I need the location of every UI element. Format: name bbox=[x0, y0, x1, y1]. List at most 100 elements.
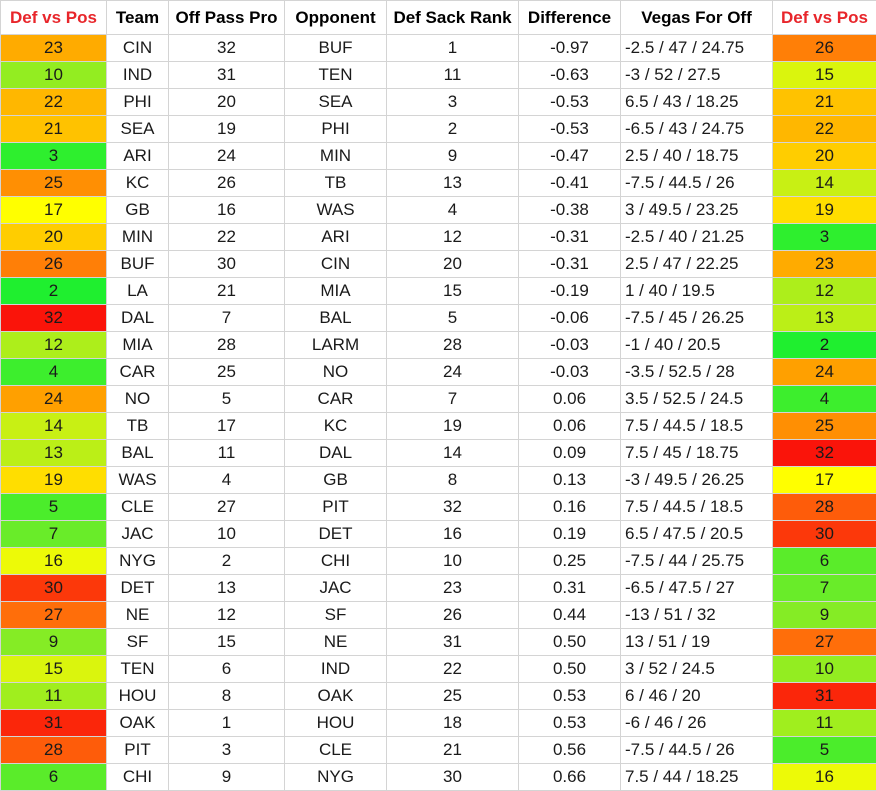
cell-off-pass-pro[interactable]: 2 bbox=[168, 547, 285, 575]
cell-team[interactable]: WAS bbox=[106, 466, 169, 494]
cell-opponent[interactable]: CIN bbox=[284, 250, 387, 278]
cell-opponent[interactable]: IND bbox=[284, 655, 387, 683]
header-def-sack-rank[interactable]: Def Sack Rank bbox=[386, 0, 519, 35]
cell-team[interactable]: CLE bbox=[106, 493, 169, 521]
cell-difference[interactable]: 0.19 bbox=[518, 520, 621, 548]
cell-def-vs-pos[interactable]: 2 bbox=[0, 277, 107, 305]
cell-opponent[interactable]: SF bbox=[284, 601, 387, 629]
cell-def-sack-rank[interactable]: 28 bbox=[386, 331, 519, 359]
cell-def-vs-pos[interactable]: 22 bbox=[0, 88, 107, 116]
cell-team[interactable]: CAR bbox=[106, 358, 169, 386]
cell-vegas-for-off[interactable]: 7.5 / 44.5 / 18.5 bbox=[620, 493, 773, 521]
cell-team[interactable]: SEA bbox=[106, 115, 169, 143]
cell-team[interactable]: MIA bbox=[106, 331, 169, 359]
cell-def-sack-rank[interactable]: 23 bbox=[386, 574, 519, 602]
cell-def-sack-rank[interactable]: 15 bbox=[386, 277, 519, 305]
cell-def-vs-pos[interactable]: 10 bbox=[0, 61, 107, 89]
cell-def-vs-pos[interactable]: 4 bbox=[0, 358, 107, 386]
cell-vegas-for-off[interactable]: -6.5 / 43 / 24.75 bbox=[620, 115, 773, 143]
cell-opponent[interactable]: TEN bbox=[284, 61, 387, 89]
cell-difference[interactable]: 0.56 bbox=[518, 736, 621, 764]
cell-def-sack-rank[interactable]: 14 bbox=[386, 439, 519, 467]
cell-off-pass-pro[interactable]: 21 bbox=[168, 277, 285, 305]
cell-opponent[interactable]: DET bbox=[284, 520, 387, 548]
cell-vegas-for-off[interactable]: -13 / 51 / 32 bbox=[620, 601, 773, 629]
cell-def-sack-rank[interactable]: 16 bbox=[386, 520, 519, 548]
cell-def-sack-rank[interactable]: 24 bbox=[386, 358, 519, 386]
cell-vegas-for-off[interactable]: -3.5 / 52.5 / 28 bbox=[620, 358, 773, 386]
cell-def-sack-rank[interactable]: 10 bbox=[386, 547, 519, 575]
cell-def-vs-pos-opponent[interactable]: 20 bbox=[772, 142, 876, 170]
cell-def-vs-pos[interactable]: 17 bbox=[0, 196, 107, 224]
cell-off-pass-pro[interactable]: 28 bbox=[168, 331, 285, 359]
cell-def-vs-pos-opponent[interactable]: 11 bbox=[772, 709, 876, 737]
cell-team[interactable]: CHI bbox=[106, 763, 169, 791]
cell-off-pass-pro[interactable]: 12 bbox=[168, 601, 285, 629]
cell-def-vs-pos-opponent[interactable]: 7 bbox=[772, 574, 876, 602]
cell-def-vs-pos[interactable]: 30 bbox=[0, 574, 107, 602]
cell-difference[interactable]: -0.19 bbox=[518, 277, 621, 305]
cell-off-pass-pro[interactable]: 24 bbox=[168, 142, 285, 170]
cell-difference[interactable]: -0.06 bbox=[518, 304, 621, 332]
cell-team[interactable]: BAL bbox=[106, 439, 169, 467]
cell-def-vs-pos[interactable]: 32 bbox=[0, 304, 107, 332]
cell-team[interactable]: JAC bbox=[106, 520, 169, 548]
cell-def-vs-pos-opponent[interactable]: 31 bbox=[772, 682, 876, 710]
cell-def-sack-rank[interactable]: 2 bbox=[386, 115, 519, 143]
cell-def-vs-pos[interactable]: 24 bbox=[0, 385, 107, 413]
cell-off-pass-pro[interactable]: 25 bbox=[168, 358, 285, 386]
cell-def-sack-rank[interactable]: 31 bbox=[386, 628, 519, 656]
cell-difference[interactable]: -0.41 bbox=[518, 169, 621, 197]
cell-def-sack-rank[interactable]: 3 bbox=[386, 88, 519, 116]
cell-def-sack-rank[interactable]: 22 bbox=[386, 655, 519, 683]
cell-difference[interactable]: 0.44 bbox=[518, 601, 621, 629]
cell-vegas-for-off[interactable]: 7.5 / 45 / 18.75 bbox=[620, 439, 773, 467]
cell-def-vs-pos-opponent[interactable]: 30 bbox=[772, 520, 876, 548]
cell-def-vs-pos-opponent[interactable]: 3 bbox=[772, 223, 876, 251]
header-def-vs-pos-opponent[interactable]: Def vs Pos bbox=[772, 0, 876, 35]
cell-difference[interactable]: 0.06 bbox=[518, 385, 621, 413]
cell-off-pass-pro[interactable]: 32 bbox=[168, 34, 285, 62]
cell-difference[interactable]: -0.53 bbox=[518, 88, 621, 116]
cell-def-vs-pos[interactable]: 15 bbox=[0, 655, 107, 683]
cell-vegas-for-off[interactable]: 6.5 / 43 / 18.25 bbox=[620, 88, 773, 116]
cell-def-vs-pos[interactable]: 12 bbox=[0, 331, 107, 359]
cell-team[interactable]: NO bbox=[106, 385, 169, 413]
cell-def-vs-pos-opponent[interactable]: 32 bbox=[772, 439, 876, 467]
cell-vegas-for-off[interactable]: -1 / 40 / 20.5 bbox=[620, 331, 773, 359]
cell-def-vs-pos[interactable]: 3 bbox=[0, 142, 107, 170]
cell-opponent[interactable]: ARI bbox=[284, 223, 387, 251]
header-difference[interactable]: Difference bbox=[518, 0, 621, 35]
cell-off-pass-pro[interactable]: 9 bbox=[168, 763, 285, 791]
cell-opponent[interactable]: NYG bbox=[284, 763, 387, 791]
cell-def-vs-pos[interactable]: 9 bbox=[0, 628, 107, 656]
cell-off-pass-pro[interactable]: 7 bbox=[168, 304, 285, 332]
cell-def-vs-pos-opponent[interactable]: 12 bbox=[772, 277, 876, 305]
cell-opponent[interactable]: BUF bbox=[284, 34, 387, 62]
cell-team[interactable]: NYG bbox=[106, 547, 169, 575]
cell-team[interactable]: DAL bbox=[106, 304, 169, 332]
cell-off-pass-pro[interactable]: 30 bbox=[168, 250, 285, 278]
cell-vegas-for-off[interactable]: -7.5 / 44 / 25.75 bbox=[620, 547, 773, 575]
cell-opponent[interactable]: BAL bbox=[284, 304, 387, 332]
cell-vegas-for-off[interactable]: -7.5 / 44.5 / 26 bbox=[620, 736, 773, 764]
cell-vegas-for-off[interactable]: 7.5 / 44.5 / 18.5 bbox=[620, 412, 773, 440]
cell-def-sack-rank[interactable]: 19 bbox=[386, 412, 519, 440]
cell-team[interactable]: KC bbox=[106, 169, 169, 197]
header-opponent[interactable]: Opponent bbox=[284, 0, 387, 35]
cell-vegas-for-off[interactable]: -6 / 46 / 26 bbox=[620, 709, 773, 737]
cell-difference[interactable]: 0.50 bbox=[518, 628, 621, 656]
cell-team[interactable]: DET bbox=[106, 574, 169, 602]
cell-def-vs-pos[interactable]: 21 bbox=[0, 115, 107, 143]
cell-def-sack-rank[interactable]: 8 bbox=[386, 466, 519, 494]
cell-vegas-for-off[interactable]: 6 / 46 / 20 bbox=[620, 682, 773, 710]
cell-vegas-for-off[interactable]: 2.5 / 47 / 22.25 bbox=[620, 250, 773, 278]
cell-def-vs-pos[interactable]: 19 bbox=[0, 466, 107, 494]
cell-off-pass-pro[interactable]: 31 bbox=[168, 61, 285, 89]
cell-difference[interactable]: -0.53 bbox=[518, 115, 621, 143]
cell-difference[interactable]: 0.31 bbox=[518, 574, 621, 602]
cell-def-vs-pos-opponent[interactable]: 10 bbox=[772, 655, 876, 683]
cell-opponent[interactable]: LARM bbox=[284, 331, 387, 359]
cell-team[interactable]: OAK bbox=[106, 709, 169, 737]
cell-off-pass-pro[interactable]: 3 bbox=[168, 736, 285, 764]
